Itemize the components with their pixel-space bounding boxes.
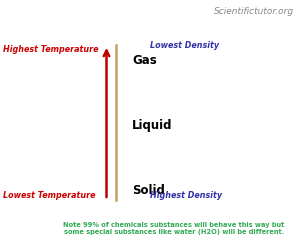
Text: Highest Density: Highest Density — [150, 190, 222, 200]
Text: Gas: Gas — [132, 54, 157, 66]
Text: Lowest Density: Lowest Density — [150, 40, 219, 50]
Text: Liquid: Liquid — [132, 118, 172, 132]
Text: Scientifictutor.org: Scientifictutor.org — [214, 8, 294, 16]
Text: Solid: Solid — [132, 184, 165, 196]
Text: Note 99% of chemicals substances will behave this way but
some special substance: Note 99% of chemicals substances will be… — [63, 222, 285, 235]
Text: Lowest Temperature: Lowest Temperature — [3, 190, 95, 200]
Text: Highest Temperature: Highest Temperature — [3, 46, 98, 54]
